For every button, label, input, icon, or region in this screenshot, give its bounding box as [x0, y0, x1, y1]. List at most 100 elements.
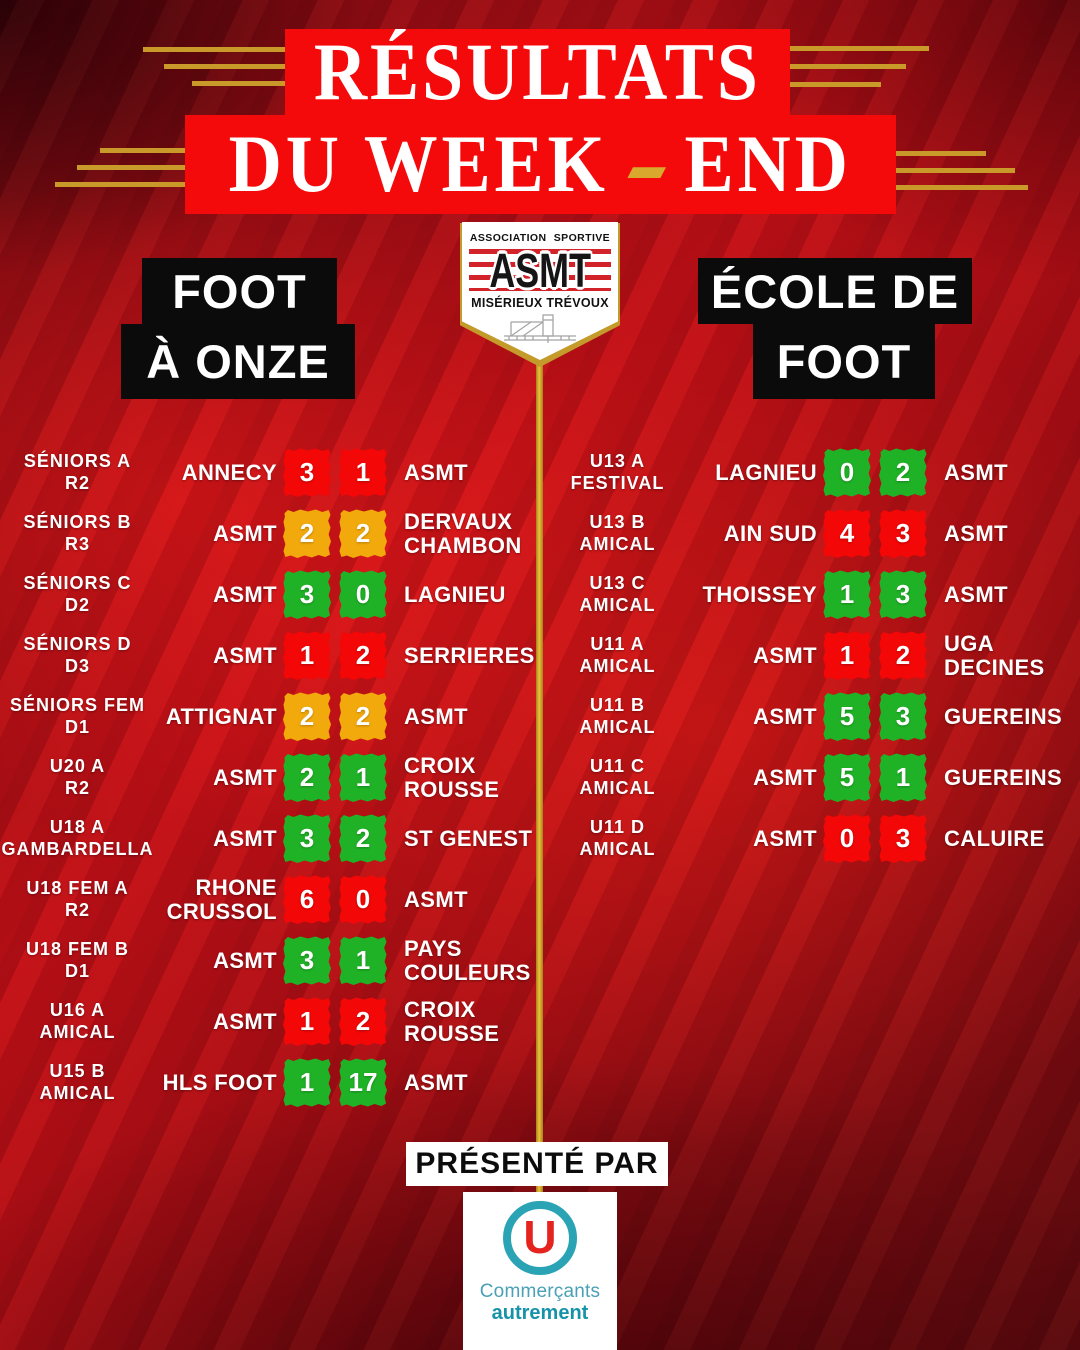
club-badge: ASSOCIATION SPORTIVE ASMT MISÉRIEUX TRÉV…	[460, 222, 620, 367]
away-team-name: ASMT	[944, 581, 1008, 607]
away-score-value: 2	[895, 640, 911, 670]
match-category: U11 C AMICAL	[540, 756, 695, 798]
away-score-box: 3	[879, 692, 927, 741]
match-row: SÉNIORS A R2 ANNECY 3 1 ASMT	[0, 442, 540, 503]
category-line1: U11 C	[589, 756, 646, 777]
section-header-foot-a-onze-line1: FOOT	[142, 258, 337, 324]
away-team-name: GUEREINS	[944, 764, 1063, 790]
category-line1: U13 B	[589, 512, 646, 533]
match-category: U13 C AMICAL	[540, 573, 695, 615]
away-score-value: 2	[355, 1006, 371, 1036]
away-score-value: 3	[895, 579, 911, 609]
home-score-box: 1	[283, 997, 331, 1046]
badge-association-label: ASSOCIATION SPORTIVE	[469, 232, 611, 244]
match-row: SÉNIORS FEM D1 ATTIGNAT 2 2 ASMT	[0, 686, 540, 747]
home-score-value: 2	[299, 701, 315, 731]
away-score-value: 2	[355, 518, 371, 548]
away-team-name: ASMT	[404, 703, 468, 729]
category-line1: U13 C	[589, 573, 646, 594]
match-row: U13 C AMICAL THOISSEY 1 3 ASMT	[540, 564, 1080, 625]
gold-lines-mid-left	[52, 148, 185, 187]
match-category: U11 A AMICAL	[540, 634, 695, 676]
section-header-ecole-de-foot-line2: FOOT	[753, 324, 935, 399]
away-team-name: ASMT	[944, 459, 1008, 485]
away-score-value: 1	[355, 762, 371, 792]
bridge-sketch-icon	[504, 314, 576, 343]
home-score-value: 2	[299, 762, 315, 792]
away-score-value: 1	[355, 457, 371, 487]
away-team-name: CALUIRE	[944, 825, 1045, 851]
away-team-name: ASMT	[404, 886, 468, 912]
category-line1: SÉNIORS D	[23, 634, 132, 655]
home-score-box: 3	[283, 570, 331, 619]
match-row: U15 B AMICAL HLS FOOT 1 17 ASMT	[0, 1052, 540, 1113]
category-line2: R3	[64, 533, 90, 554]
away-score-box: 1	[339, 753, 387, 802]
home-score-value: 0	[839, 823, 855, 853]
away-score-value: 3	[895, 701, 911, 731]
category-line1: U18 FEM B	[25, 939, 130, 960]
home-score-box: 2	[283, 692, 331, 741]
category-line1: U11 D	[589, 817, 646, 838]
presented-by-label: PRÉSENTÉ PAR	[415, 1147, 659, 1180]
home-team-name: ASMT	[213, 642, 277, 668]
away-score-box: 3	[879, 509, 927, 558]
home-team-name: ASMT	[213, 1008, 277, 1034]
category-line2: AMICAL	[39, 1082, 116, 1103]
match-row: U13 A FESTIVAL LAGNIEU 0 2 ASMT	[540, 442, 1080, 503]
match-row: U18 FEM B D1 ASMT 3 1 PAYS COULEURS	[0, 930, 540, 991]
match-row: SÉNIORS D D3 ASMT 1 2 SERRIERES	[0, 625, 540, 686]
match-category: U18 A GAMBARDELLA	[0, 817, 155, 859]
results-column-foot-a-onze: SÉNIORS A R2 ANNECY 3 1 ASMT SÉNIORS B R…	[0, 442, 540, 1113]
away-score-box: 3	[879, 570, 927, 619]
home-team-name: HLS FOOT	[162, 1069, 277, 1095]
home-team-name: ASMT	[213, 520, 277, 546]
home-score-box: 3	[283, 448, 331, 497]
home-team-name: ASMT	[753, 703, 817, 729]
away-team-name: ASMT	[404, 1069, 468, 1095]
away-team-name: PAYS COULEURS	[404, 935, 531, 985]
center-divider-line	[536, 360, 543, 1194]
category-line1: U11 A	[590, 634, 645, 655]
home-team-name: RHONE CRUSSOL	[166, 874, 277, 924]
away-team-name: ASMT	[944, 520, 1008, 546]
home-score-value: 2	[299, 518, 315, 548]
category-line1: SÉNIORS A	[23, 451, 132, 472]
home-team-name: ASMT	[213, 825, 277, 851]
home-score-box: 0	[823, 448, 871, 497]
title-line1: RÉSULTATS	[314, 26, 761, 117]
home-score-value: 1	[299, 640, 315, 670]
match-row: U16 A AMICAL ASMT 1 2 CROIX ROUSSE	[0, 991, 540, 1052]
home-score-value: 6	[299, 884, 315, 914]
away-score-box: 2	[879, 448, 927, 497]
home-team-name: THOISSEY	[702, 581, 817, 607]
category-line2: D1	[64, 960, 90, 981]
category-line1: U13 A	[589, 451, 646, 472]
category-line2: R2	[64, 777, 90, 798]
away-score-value: 2	[355, 823, 371, 853]
category-line1: U11 B	[589, 695, 646, 716]
home-team-name: ANNECY	[181, 459, 277, 485]
category-line2: R2	[64, 899, 90, 920]
match-category: U16 A AMICAL	[0, 1000, 155, 1042]
title-line2: DU WEEK - END	[229, 118, 852, 212]
home-score-value: 3	[299, 945, 315, 975]
match-row: U11 C AMICAL ASMT 5 1 GUEREINS	[540, 747, 1080, 808]
away-score-box: 2	[339, 692, 387, 741]
home-team-name: ASMT	[753, 642, 817, 668]
section-header-foot-a-onze-line2: À ONZE	[121, 324, 355, 399]
gold-lines-mid-right	[896, 151, 1029, 190]
away-team-name: GUEREINS	[944, 703, 1063, 729]
match-category: U11 D AMICAL	[540, 817, 695, 859]
away-score-value: 0	[355, 884, 371, 914]
away-score-box: 2	[339, 997, 387, 1046]
match-category: U13 A FESTIVAL	[540, 451, 695, 493]
away-score-value: 17	[348, 1067, 378, 1097]
away-score-box: 0	[339, 875, 387, 924]
match-category: U20 A R2	[0, 756, 155, 798]
match-row: SÉNIORS B R3 ASMT 2 2 DERVAUX CHAMBON	[0, 503, 540, 564]
match-row: U11 D AMICAL ASMT 0 3 CALUIRE	[540, 808, 1080, 869]
away-score-value: 2	[895, 457, 911, 487]
away-team-name: ASMT	[404, 459, 468, 485]
away-score-box: 1	[339, 448, 387, 497]
